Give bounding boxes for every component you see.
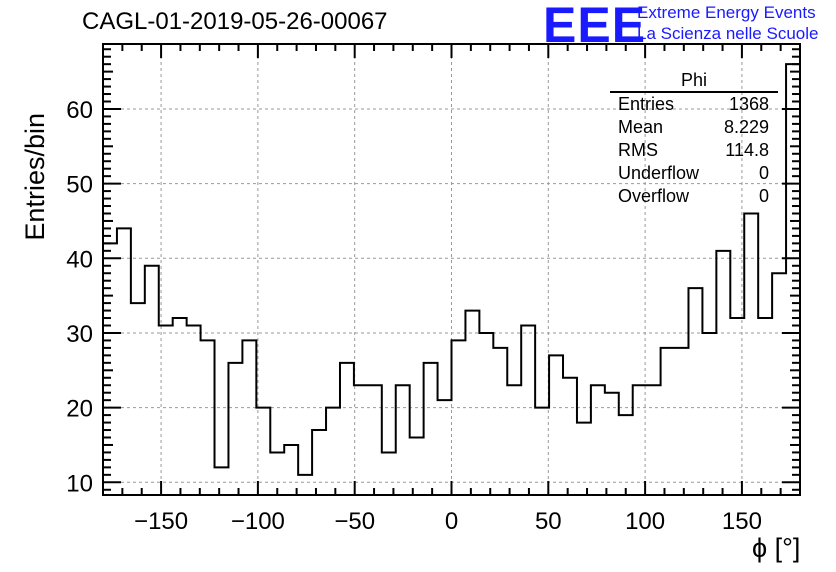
- histogram-bin: [633, 385, 647, 495]
- histogram-bin: [591, 385, 605, 495]
- histogram-bin: [535, 408, 549, 495]
- histogram-bin: [173, 318, 187, 495]
- stats-row-overflow: Overflow 0: [610, 185, 778, 208]
- histogram-bin: [563, 378, 577, 495]
- histogram-bin: [772, 273, 786, 495]
- histogram-bin: [493, 348, 507, 495]
- histogram-bin: [215, 467, 229, 495]
- stats-value: 0: [758, 186, 769, 206]
- stats-label: Mean: [618, 117, 664, 137]
- stats-box: Phi Entries 1368 Mean 8.229 RMS 114.8 Un…: [610, 69, 778, 208]
- stats-value: 114.8: [725, 140, 769, 160]
- histogram-bin: [284, 445, 298, 495]
- histogram-bin: [702, 333, 716, 495]
- histogram-bin: [438, 400, 452, 495]
- histogram-bin: [117, 228, 131, 495]
- eee-logo: EEE: [543, 0, 647, 53]
- x-tick-label: −150: [134, 508, 188, 535]
- stats-row-entries: Entries 1368: [610, 93, 778, 116]
- histogram-bin: [479, 333, 493, 495]
- x-tick-label: 150: [722, 508, 762, 535]
- histogram-bin: [730, 318, 744, 495]
- stats-value: 8.229: [723, 117, 769, 137]
- histogram-bin: [688, 288, 702, 495]
- logo-subtitle-line2: La Scienza nelle Scuole: [637, 24, 819, 43]
- histogram-bin: [507, 385, 521, 495]
- histogram-bin: [605, 393, 619, 495]
- stats-label: RMS: [618, 140, 658, 160]
- x-tick-label: 0: [445, 508, 458, 535]
- histogram-bin: [131, 303, 145, 495]
- stats-label: Underflow: [618, 163, 700, 183]
- y-tick-label: 60: [66, 97, 93, 124]
- histogram-bin: [145, 266, 159, 495]
- histogram-bin: [242, 340, 256, 495]
- stats-label: Overflow: [618, 186, 690, 206]
- histogram-line: [103, 63, 800, 476]
- stats-label: Entries: [618, 94, 675, 114]
- histogram-bin: [312, 430, 326, 495]
- histogram-bin: [549, 355, 563, 495]
- x-tick-label: 50: [535, 508, 562, 535]
- histogram-bin: [716, 251, 730, 495]
- histogram-bin: [396, 385, 410, 495]
- y-tick-label: 30: [66, 321, 93, 348]
- x-axis-label: ϕ [°]: [752, 533, 801, 563]
- histogram-bin: [340, 363, 354, 495]
- histogram-bin: [326, 408, 340, 495]
- y-tick-label: 40: [66, 246, 93, 273]
- histogram-bin: [647, 385, 661, 495]
- stats-title: Phi: [610, 69, 778, 93]
- histogram-bin: [452, 340, 466, 495]
- histogram-bin: [368, 385, 382, 495]
- stats-value: 1368: [728, 94, 769, 114]
- y-axis-label: Entries/bin: [20, 113, 50, 241]
- histogram-bin: [521, 326, 535, 495]
- x-tick-label: −50: [334, 508, 375, 535]
- histogram-bin: [577, 423, 591, 495]
- run-title: CAGL-01-2019-05-26-00067: [82, 8, 388, 35]
- histogram-bin: [675, 348, 689, 495]
- x-tick-label: 100: [625, 508, 665, 535]
- y-tick-label: 20: [66, 396, 93, 423]
- histogram-bin: [744, 213, 758, 495]
- histogram-bin: [201, 340, 215, 495]
- y-tick-label: 10: [66, 470, 93, 497]
- stats-row-underflow: Underflow 0: [610, 162, 778, 185]
- histogram-bin: [187, 326, 201, 495]
- histogram-bin: [228, 363, 242, 495]
- y-tick-label: 50: [66, 172, 93, 199]
- histogram-bin: [354, 385, 368, 495]
- histogram-bin: [465, 311, 479, 495]
- histogram-bin: [619, 415, 633, 495]
- histogram-bin: [410, 438, 424, 495]
- stats-row-mean: Mean 8.229: [610, 116, 778, 139]
- stats-value: 0: [758, 163, 769, 183]
- stats-row-rms: RMS 114.8: [610, 139, 778, 162]
- histogram-bin: [661, 348, 675, 495]
- histogram-bin: [159, 326, 173, 495]
- histogram-bin: [424, 363, 438, 495]
- logo-subtitle-line1: Extreme Energy Events: [637, 3, 816, 22]
- histogram-bin: [758, 318, 772, 495]
- histogram-bin: [298, 475, 312, 495]
- x-tick-label: −100: [231, 508, 285, 535]
